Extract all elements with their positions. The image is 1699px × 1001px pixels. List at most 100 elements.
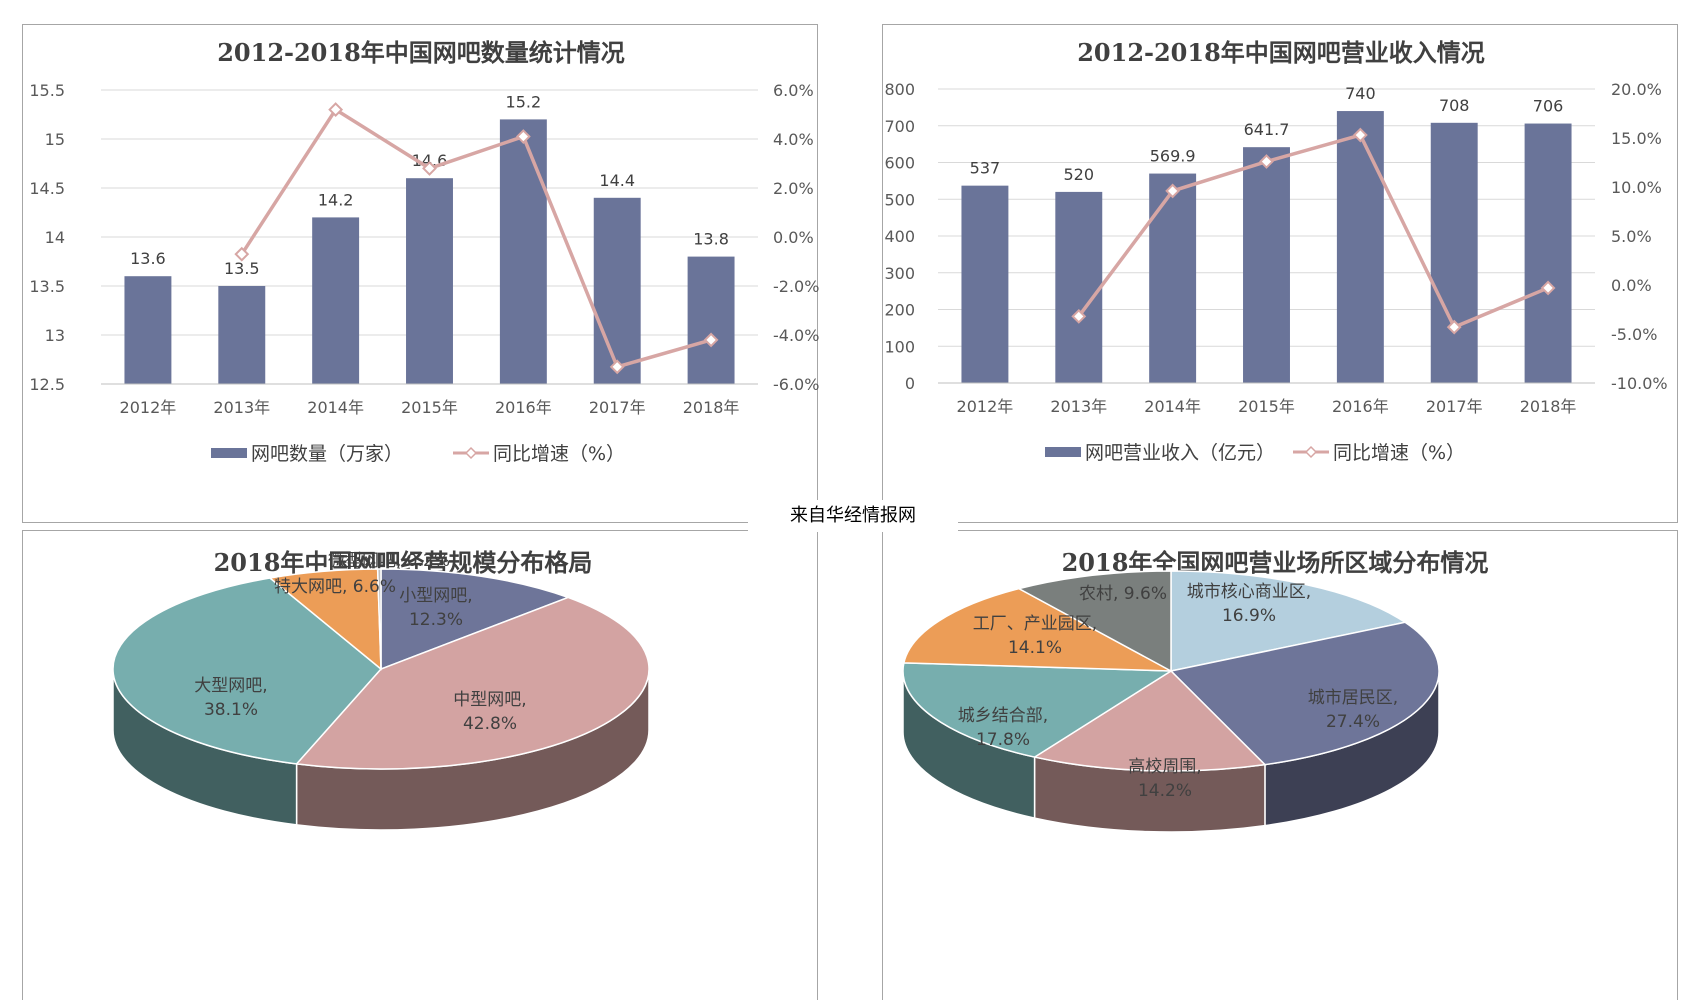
x-axis-tick-label: 2018年 (683, 398, 740, 417)
y-axis-tick-label: 14.5 (29, 179, 65, 198)
y-axis-tick-label: 500 (884, 190, 915, 209)
bar (1431, 123, 1478, 383)
bar-data-label: 520 (1064, 165, 1095, 184)
chart-title: 2012-2018年中国网吧营业收入情况 (1077, 38, 1485, 67)
pie-label-name-text: 中型网吧 (453, 690, 521, 710)
pie-label-name-text: 大型网吧 (194, 676, 262, 696)
pie-label-separator: , (1113, 584, 1124, 604)
pie-label-separator: , (396, 551, 407, 571)
y2-axis-tick-label: 5.0% (1611, 227, 1652, 246)
pie-label-value: 16.9% (1222, 606, 1276, 626)
pie-label-value: 6.6% (353, 577, 396, 597)
y-axis-tick-label: 15.5 (29, 81, 65, 100)
pie-label-value: 14.2% (1138, 781, 1192, 801)
y2-axis-tick-label: 4.0% (773, 130, 814, 149)
pie-label-comma: , (1196, 757, 1201, 777)
bar (1337, 111, 1384, 383)
pie-label-value: 12.3% (409, 610, 463, 630)
y2-axis-tick-label: -2.0% (773, 277, 819, 296)
pie-label-comma: , (1043, 706, 1048, 726)
y-axis-tick-label: 200 (884, 301, 915, 320)
y2-axis-tick-label: 10.0% (1611, 178, 1662, 197)
x-axis-tick-label: 2013年 (213, 398, 270, 417)
bar-data-label: 14.4 (599, 171, 635, 190)
bar (1525, 124, 1572, 383)
x-axis-tick-label: 2016年 (495, 398, 552, 417)
pie-label-name: 工厂、产业园区, (973, 614, 1097, 634)
pie-label-name-text: 城市核心商业区 (1187, 582, 1306, 602)
pie-label-name: 小型网吧, (399, 586, 472, 606)
legend-marker-line (466, 448, 476, 458)
bar-data-label: 708 (1439, 96, 1470, 115)
x-axis-tick-label: 2014年 (1144, 397, 1201, 416)
bar-data-label: 13.5 (224, 259, 260, 278)
y2-axis-tick-label: -10.0% (1611, 374, 1668, 393)
pie-label-comma: , (467, 586, 472, 606)
x-axis-tick-label: 2012年 (120, 398, 177, 417)
y-axis-tick-label: 600 (884, 154, 915, 173)
region-distribution-pie: 2018年全国网吧营业场所区域分布情况城市核心商业区,16.9%城市居民区,27… (883, 531, 1679, 1001)
pie-label-name: 城市居民区, (1308, 688, 1398, 708)
y-axis-tick-label: 300 (884, 264, 915, 283)
pie-label-name: 农村 (1079, 584, 1113, 604)
pie-label-name: 特大网吧 (274, 577, 342, 597)
bar-data-label: 15.2 (506, 92, 542, 111)
y-axis-tick-label: 400 (884, 227, 915, 246)
y2-axis-tick-label: 15.0% (1611, 129, 1662, 148)
pie-label-value: 0.2% (407, 551, 450, 571)
legend-label-bars: 网吧营业收入（亿元） (1085, 442, 1275, 464)
pie-label-value: 38.1% (204, 700, 258, 720)
pie-label-name: 大型网吧, (194, 676, 267, 696)
x-axis-tick-label: 2017年 (1426, 397, 1483, 416)
y2-axis-tick-label: 20.0% (1611, 80, 1662, 99)
y-axis-tick-label: 0 (905, 374, 915, 393)
pie-label-value: 9.6% (1124, 584, 1167, 604)
pie-label-name-text: 城市居民区 (1308, 688, 1393, 708)
x-axis-tick-label: 2018年 (1520, 397, 1577, 416)
pie-label-comma: , (262, 676, 267, 696)
legend-label-line: 同比增速（%） (493, 443, 625, 465)
pie-label-value: 17.8% (976, 730, 1030, 750)
pie-label-name: 微型网吧 (328, 551, 396, 571)
legend-label-line: 同比增速（%） (1333, 442, 1465, 464)
pie-label: 特大网吧, 6.6% (274, 577, 396, 597)
y-axis-tick-label: 800 (884, 80, 915, 99)
x-axis-tick-label: 2013年 (1050, 397, 1107, 416)
pie-label-name: 高校周围, (1128, 757, 1201, 777)
pie-label-name-text: 城乡结合部 (958, 706, 1043, 726)
pie-label-comma: , (521, 690, 526, 710)
pie-label-comma: , (1092, 614, 1097, 634)
chart-panel-region-distribution: 2018年全国网吧营业场所区域分布情况 城市核心商业区, 16.9% 城市居民区, 27… (882, 530, 1678, 1000)
legend-swatch-bars (1045, 447, 1081, 457)
x-axis-tick-label: 2012年 (957, 397, 1014, 416)
bar (406, 178, 453, 384)
chart-panel-scale-distribution: 2018年中国网吧经营规模分布格局 小型网吧, 12.3% 中型网吧, 42.8% 大型网… (22, 530, 818, 1000)
x-axis-tick-label: 2017年 (589, 398, 646, 417)
y-axis-tick-label: 14 (45, 228, 65, 247)
bar-data-label: 641.7 (1244, 120, 1290, 139)
bar (500, 119, 547, 384)
x-axis-tick-label: 2015年 (1238, 397, 1295, 416)
bar (218, 286, 265, 384)
cafe-count-chart: 2012-2018年中国网吧数量统计情况12.51313.51414.51515… (23, 25, 819, 524)
y-axis-tick-label: 700 (884, 117, 915, 136)
pie-label-name-text: 工厂、产业园区 (973, 614, 1092, 634)
y2-axis-tick-label: 0.0% (773, 228, 814, 247)
bar (688, 257, 735, 384)
legend-marker-line (1306, 447, 1316, 457)
y2-axis-tick-label: 2.0% (773, 179, 814, 198)
y2-axis-tick-label: -4.0% (773, 326, 819, 345)
cafe-revenue-chart: 2012-2018年中国网吧营业收入情况 0 100 200 300 400 500 600 7… (883, 25, 1679, 524)
bar (1055, 192, 1102, 383)
bar (1149, 174, 1196, 383)
pie-label-separator: , (342, 577, 353, 597)
legend-label-bars: 网吧数量（万家） (251, 443, 403, 465)
y-axis-tick-label: 13 (45, 326, 65, 345)
bar (961, 186, 1008, 383)
chart-panel-cafe-revenue: 2012-2018年中国网吧营业收入情况 0 100 200 300 400 500 600 7… (882, 24, 1678, 523)
bar-data-label: 13.8 (693, 230, 729, 249)
y-axis-tick-label: 13.5 (29, 277, 65, 296)
x-axis-tick-label: 2015年 (401, 398, 458, 417)
pie-label-name-text: 小型网吧 (399, 586, 467, 606)
bar (594, 198, 641, 384)
